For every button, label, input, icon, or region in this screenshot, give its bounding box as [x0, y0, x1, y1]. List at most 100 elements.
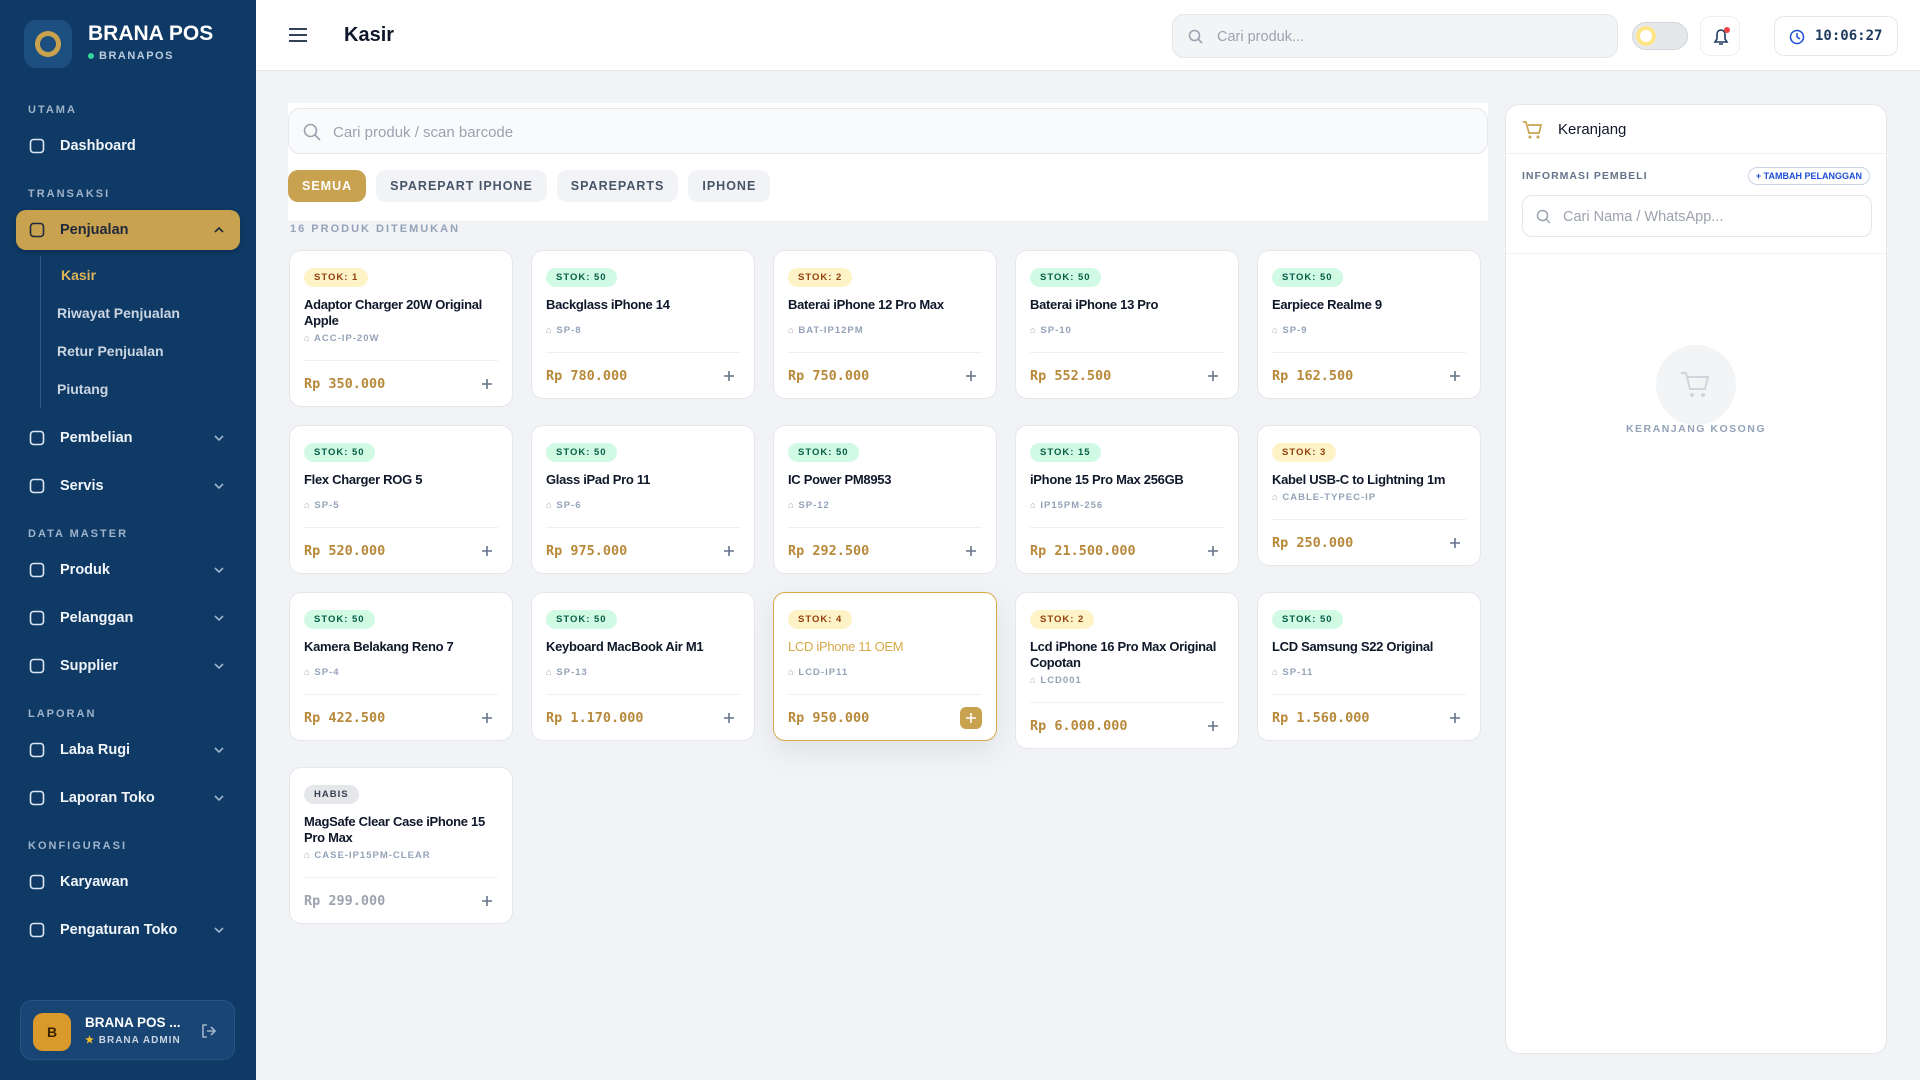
product-card[interactable]: STOK: 50 Flex Charger ROG 5 SP-5 Rp 520.000 [289, 425, 513, 574]
divider [1506, 253, 1886, 254]
product-footer: Rp 950.000 [788, 694, 982, 740]
product-sku: ACC-IP-20W [304, 333, 498, 344]
logo[interactable] [24, 20, 72, 68]
nav-item-label: Pembelian [60, 430, 133, 446]
add-button[interactable] [1202, 540, 1224, 562]
product-card[interactable]: STOK: 50 Baterai iPhone 13 Pro SP-10 Rp 552… [1015, 250, 1239, 399]
product-name: Keyboard MacBook Air M1 [546, 639, 704, 654]
product-sku: IP15PM-256 [1030, 500, 1224, 511]
stock-badge: STOK: 50 [546, 443, 617, 462]
product-card[interactable]: STOK: 50 Backglass iPhone 14 SP-8 Rp 780.00… [531, 250, 755, 399]
theme-toggle[interactable] [1632, 22, 1688, 50]
add-button[interactable] [1444, 365, 1466, 387]
product-card[interactable]: STOK: 4 LCD iPhone 11 OEM LCD-IP11 Rp 950.0… [773, 592, 997, 741]
menu-button[interactable] [288, 27, 308, 43]
nav-gap [16, 694, 240, 702]
nav-section-title: UTAMA [28, 104, 77, 116]
product-footer: Rp 21.500.000 [1030, 527, 1224, 573]
product-card[interactable]: STOK: 50 IC Power PM8953 SP-12 Rp 292.500 [773, 425, 997, 574]
add-button[interactable] [960, 540, 982, 562]
add-button[interactable] [476, 540, 498, 562]
product-name: Earpiece Realme 9 [1272, 297, 1382, 312]
add-button[interactable] [1444, 532, 1466, 554]
nav-item-label: Pelanggan [60, 610, 134, 626]
product-name: Baterai iPhone 13 Pro [1030, 297, 1159, 312]
product-footer: Rp 299.000 [304, 877, 498, 923]
stock-badge: STOK: 50 [1030, 268, 1101, 287]
product-price: Rp 162.500 [1272, 367, 1354, 384]
product-card[interactable]: STOK: 50 Glass iPad Pro 11 SP-6 Rp 975.000 [531, 425, 755, 574]
nav-item[interactable]: Servis [16, 466, 240, 506]
product-search[interactable]: Cari produk / scan barcode [288, 108, 1488, 154]
nav-subitem[interactable]: Retur Penjualan [57, 343, 164, 359]
nav-gap [16, 174, 240, 182]
stock-badge: STOK: 50 [546, 268, 617, 287]
add-button[interactable] [718, 707, 740, 729]
customer-search[interactable]: Cari Nama / WhatsApp... [1522, 195, 1872, 237]
user-card[interactable]: B BRANA POS ... BRANA ADMIN [20, 1000, 235, 1060]
nav-section-title: KONFIGURASI [28, 840, 127, 852]
product-card[interactable]: STOK: 3 Kabel USB-C to Lightning 1m CABLE-… [1257, 425, 1481, 566]
nav-item[interactable]: Karyawan [16, 862, 240, 902]
product-price: Rp 21.500.000 [1030, 542, 1136, 559]
empty-icon [1656, 345, 1736, 425]
add-button[interactable] [1202, 715, 1224, 737]
add-button[interactable] [1202, 365, 1224, 387]
nav-item[interactable]: Laporan Toko [16, 778, 240, 818]
product-card[interactable]: STOK: 15 iPhone 15 Pro Max 256GB IP15PM-25… [1015, 425, 1239, 574]
nav-item[interactable]: Laba Rugi [16, 730, 240, 770]
nav-submenu: Kasir Riwayat Penjualan Retur Penjualan Piu… [40, 256, 240, 408]
nav-item[interactable]: Dashboard [16, 126, 240, 166]
nav-item[interactable]: Pelanggan [16, 598, 240, 638]
nav-gap [16, 514, 240, 522]
search-icon [1188, 29, 1203, 44]
result-count: 16 PRODUK DITEMUKAN [290, 223, 461, 235]
add-button[interactable] [476, 707, 498, 729]
nav-item[interactable]: Produk [16, 550, 240, 590]
category-tab[interactable]: SPAREPARTS [556, 170, 679, 202]
category-tab[interactable]: SEMUA [288, 170, 367, 202]
add-button[interactable] [718, 365, 740, 387]
user-name: BRANA POS ... [85, 1015, 181, 1030]
divider [1506, 153, 1886, 154]
nav-subitem[interactable]: Kasir [61, 267, 97, 283]
product-card[interactable]: STOK: 1 Adaptor Charger 20W Original Appl… [289, 250, 513, 407]
nav-item-label: Penjualan [60, 222, 129, 238]
cart: Keranjang INFORMASI PEMBELI + TAMBAH PEL… [1505, 104, 1887, 1054]
product-sku: SP-13 [546, 667, 740, 678]
nav: UTAMA Dashboard TRANSAKSI Penjualan Kasir Riw… [16, 98, 240, 966]
category-tab[interactable]: IPHONE [688, 170, 771, 202]
nav-item[interactable]: Penjualan [16, 210, 240, 250]
add-button[interactable] [476, 890, 498, 912]
cart-title: Keranjang [1558, 121, 1627, 138]
notifications[interactable] [1700, 16, 1740, 56]
nav-item[interactable]: Pengaturan Toko [16, 910, 240, 950]
nav-item[interactable]: Pembelian [16, 418, 240, 458]
nav-item-label: Servis [60, 478, 104, 494]
add-customer[interactable]: + TAMBAH PELANGGAN [1747, 167, 1870, 185]
nav-subitem[interactable]: Piutang [57, 381, 109, 397]
product-card[interactable]: STOK: 2 Lcd iPhone 16 Pro Max Original Co… [1015, 592, 1239, 749]
product-footer: Rp 780.000 [546, 352, 740, 398]
nav-item[interactable]: Supplier [16, 646, 240, 686]
product-card[interactable]: STOK: 50 Kamera Belakang Reno 7 SP-4 Rp 422… [289, 592, 513, 741]
product-card[interactable]: STOK: 2 Baterai iPhone 12 Pro Max BAT-IP12… [773, 250, 997, 399]
product-sku: LCD-IP11 [788, 667, 982, 678]
product-card[interactable]: STOK: 50 Earpiece Realme 9 SP-9 Rp 162.500 [1257, 250, 1481, 399]
add-button[interactable] [1444, 707, 1466, 729]
add-button[interactable] [718, 540, 740, 562]
cart-empty: KERANJANG KOSONG [1625, 423, 1767, 435]
product-name: Kabel USB-C to Lightning 1m [1272, 472, 1446, 487]
product-name: LCD Samsung S22 Original [1272, 639, 1434, 654]
category-tab[interactable]: SPAREPART IPHONE [376, 170, 547, 202]
header-search[interactable]: Cari produk... [1172, 14, 1618, 58]
product-card[interactable]: STOK: 50 Keyboard MacBook Air M1 SP-13 Rp 1… [531, 592, 755, 741]
add-button[interactable] [960, 706, 982, 729]
add-button[interactable] [476, 373, 498, 395]
product-card[interactable]: STOK: 50 LCD Samsung S22 Original SP-11 Rp … [1257, 592, 1481, 741]
nav-subitem[interactable]: Riwayat Penjualan [57, 305, 180, 321]
product-card[interactable]: HABIS MagSafe Clear Case iPhone 15 Pro Ma… [289, 767, 513, 924]
add-button[interactable] [960, 365, 982, 387]
logout-icon[interactable] [200, 1022, 218, 1040]
product-footer: Rp 422.500 [304, 694, 498, 740]
